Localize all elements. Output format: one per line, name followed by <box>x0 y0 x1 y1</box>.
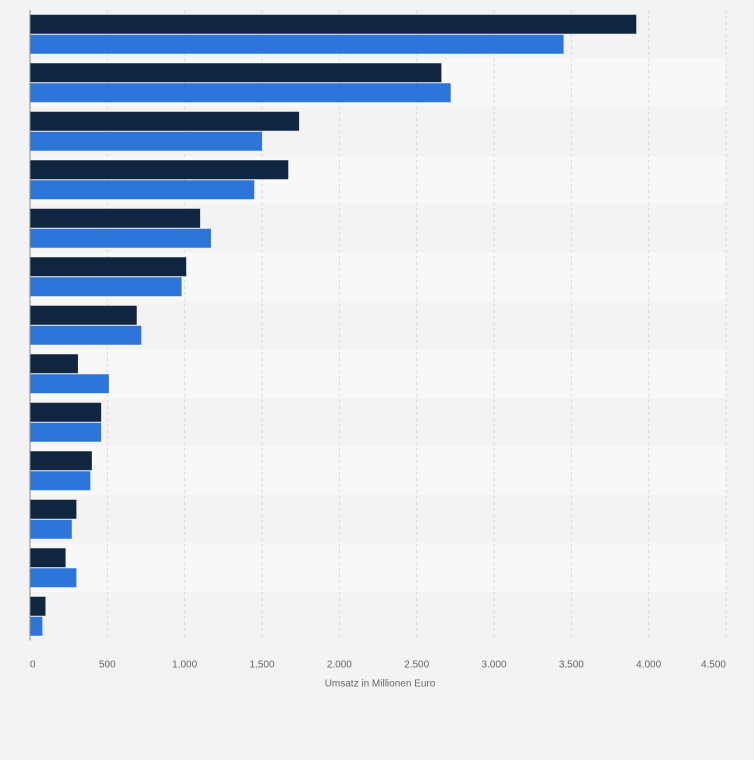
row-band <box>30 349 726 398</box>
x-tick-label: 0 <box>30 660 36 671</box>
bar-series1 <box>30 451 92 471</box>
bar-series1 <box>30 208 201 228</box>
bar-series1 <box>30 596 46 616</box>
row-band <box>30 592 726 641</box>
bar-series2 <box>30 277 182 297</box>
bar-series2 <box>30 471 91 491</box>
bar-series1 <box>30 63 442 83</box>
x-tick-label: 500 <box>99 660 116 671</box>
x-axis-title: Umsatz in Millionen Euro <box>325 679 436 690</box>
row-band <box>30 398 726 447</box>
x-tick-labels: 0 500 1.000 1.500 2.000 2.500 3.000 3.500 4.000 4… <box>30 660 726 671</box>
bar-series1 <box>30 160 289 180</box>
row-band <box>30 543 726 592</box>
bar-series1 <box>30 14 637 34</box>
row-band <box>30 495 726 544</box>
bar-series2 <box>30 228 211 248</box>
bar-series1 <box>30 305 137 325</box>
x-tick-label: 4.000 <box>636 660 661 671</box>
bar-series1 <box>30 257 187 277</box>
bar-series2 <box>30 568 77 588</box>
bar-series1 <box>30 499 77 519</box>
row-bands <box>30 10 726 641</box>
bar-series2 <box>30 325 142 345</box>
x-tick-label: 3.000 <box>481 660 506 671</box>
bar-series1 <box>30 402 102 422</box>
row-band <box>30 446 726 495</box>
bar-series2 <box>30 374 109 394</box>
bar-series2 <box>30 422 102 442</box>
bar-series1 <box>30 354 78 374</box>
x-tick-label: 2.000 <box>327 660 352 671</box>
x-tick-label: 1.500 <box>249 660 274 671</box>
x-tick-label: 3.500 <box>559 660 584 671</box>
x-tick-label: 2.500 <box>404 660 429 671</box>
bar-series2 <box>30 519 72 539</box>
bar-series2 <box>30 131 262 151</box>
x-tick-label: 1.000 <box>172 660 197 671</box>
bar-series2 <box>30 180 255 200</box>
bar-series2 <box>30 616 43 636</box>
row-band <box>30 301 726 350</box>
bars <box>30 14 637 636</box>
bar-series2 <box>30 83 451 103</box>
bar-series1 <box>30 111 300 131</box>
bar-series1 <box>30 548 66 568</box>
x-tick-label: 4.500 <box>701 660 726 671</box>
bar-series2 <box>30 34 564 54</box>
